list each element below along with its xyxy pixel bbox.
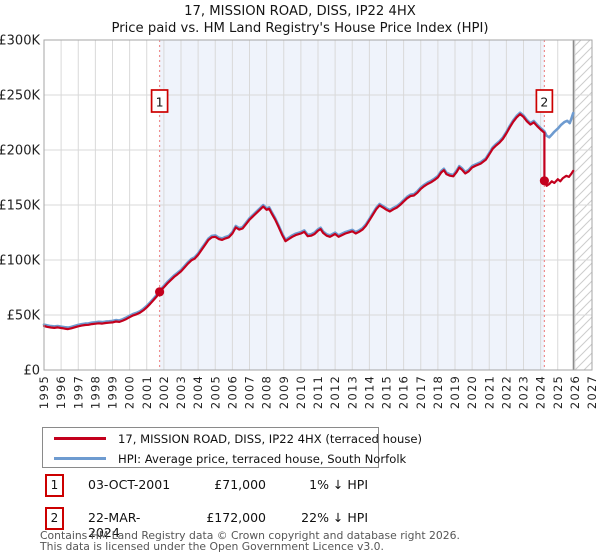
hpi-line-swatch — [54, 457, 106, 460]
x-tick-label: 2010 — [294, 375, 308, 409]
x-tick-label: 2024 — [534, 375, 548, 409]
footer-line-2: This data is licensed under the Open Gov… — [40, 539, 384, 553]
chart-legend: 17, MISSION ROAD, DISS, IP22 4HX (terrac… — [42, 427, 422, 468]
sale-marker-label: 1 — [156, 95, 164, 110]
transaction-1-price: £71,000 — [214, 477, 266, 492]
transaction-row-2: 2 22-MAR-2024 £172,000 22% ↓ HPI — [0, 507, 600, 540]
x-tick-label: 1998 — [88, 375, 102, 409]
legend-label-property: 17, MISSION ROAD, DISS, IP22 4HX (terrac… — [118, 431, 423, 446]
x-tick-label: 2019 — [448, 375, 462, 409]
x-tick-label: 2014 — [362, 375, 376, 409]
x-tick-label: 2022 — [499, 375, 513, 409]
y-tick-label: £250K — [0, 89, 40, 104]
sale-marker-box — [150, 89, 169, 113]
x-tick-label: 2000 — [123, 375, 137, 409]
y-tick-label: £150K — [0, 199, 40, 214]
legend-label-hpi: HPI: Average price, terraced house, Sout… — [118, 451, 407, 466]
x-tick-label: 2011 — [311, 375, 325, 409]
x-tick-label: 2020 — [465, 375, 479, 409]
x-tick-label: 2001 — [140, 375, 154, 409]
property-line-swatch — [54, 437, 106, 440]
x-tick-label: 2025 — [551, 375, 565, 409]
sale-marker-box — [535, 89, 554, 113]
x-tick-label: 2002 — [157, 375, 171, 409]
x-tick-label: 2021 — [482, 375, 496, 409]
legend-item-hpi: HPI: Average price, terraced house, Sout… — [43, 449, 406, 468]
x-tick-label: 2003 — [174, 375, 188, 409]
x-tick-label: 2004 — [191, 375, 205, 409]
x-tick-label: 1999 — [106, 375, 120, 409]
transaction-2-hpi-delta: 22% ↓ HPI — [301, 510, 368, 525]
transaction-1-hpi-delta: 1% ↓ HPI — [309, 477, 368, 492]
legend-item-property: 17, MISSION ROAD, DISS, IP22 4HX (terrac… — [43, 429, 422, 448]
x-tick-label: 2018 — [431, 375, 445, 409]
transaction-row-1: 1 03-OCT-2001 £71,000 1% ↓ HPI — [0, 474, 600, 497]
y-tick-label: £0 — [23, 364, 40, 379]
x-tick-label: 2012 — [328, 375, 342, 409]
x-tick-label: 2015 — [380, 375, 394, 409]
x-tick-label: 2017 — [414, 375, 428, 409]
transaction-1-date: 03-OCT-2001 — [88, 477, 171, 492]
x-tick-label: 2006 — [225, 375, 239, 409]
x-tick-label: 1995 — [37, 375, 51, 409]
x-tick-label: 1997 — [71, 375, 85, 409]
x-tick-label: 2013 — [345, 375, 359, 409]
y-tick-label: £100K — [0, 254, 40, 269]
x-tick-label: 1996 — [54, 375, 68, 409]
footer-line-1: Contains HM Land Registry data © Crown c… — [40, 529, 460, 542]
x-tick-label: 2009 — [277, 375, 291, 409]
transaction-2-marker-badge: 2 — [45, 507, 64, 530]
sale-point-dot — [154, 287, 165, 297]
property-line — [42, 112, 575, 331]
transaction-1-marker-badge: 1 — [45, 474, 64, 497]
y-tick-label: £50K — [7, 309, 41, 324]
y-tick-label: £200K — [0, 144, 40, 159]
x-tick-label: 2027 — [585, 375, 599, 409]
x-tick-label: 2007 — [243, 375, 257, 409]
sale-point-dot — [539, 176, 549, 186]
x-tick-label: 2016 — [397, 375, 411, 409]
page-subtitle: Price paid vs. HM Land Registry's House … — [111, 21, 489, 36]
plot-border — [43, 39, 593, 371]
transaction-2-price: £172,000 — [206, 510, 266, 525]
page-title: 17, MISSION ROAD, DISS, IP22 4HX — [184, 4, 416, 19]
x-tick-label: 2005 — [208, 375, 222, 409]
x-tick-label: 2023 — [517, 375, 531, 409]
license-footer: Contains HM Land Registry data © Crown c… — [40, 529, 600, 553]
sale-marker-label: 2 — [540, 95, 548, 110]
x-tick-label: 2008 — [260, 375, 274, 409]
x-tick-label: 2026 — [568, 375, 582, 409]
y-tick-label: £300K — [0, 34, 40, 49]
transaction-2-date: 22-MAR-2024 — [88, 510, 141, 540]
